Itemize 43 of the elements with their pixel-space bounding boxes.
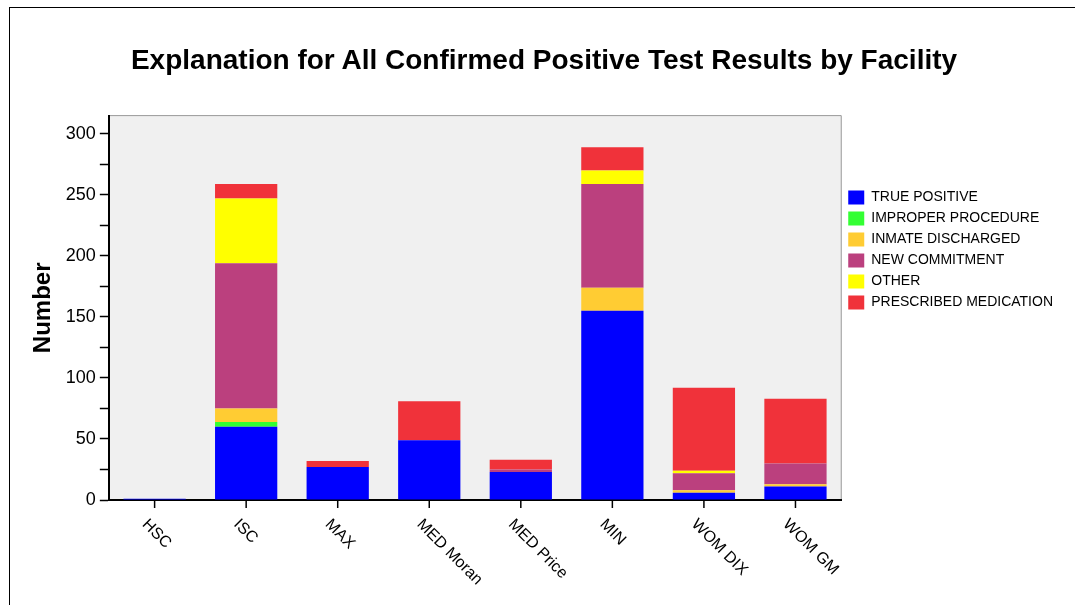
legend-label: PRESCRIBED MEDICATION [871,293,1053,310]
bar [489,459,552,470]
y-tick-label: 0 [85,488,96,509]
legend-label: INMATE DISCHARGED [871,230,1021,247]
bar [764,486,827,500]
bar [672,387,736,471]
bar [306,467,369,500]
legend-label: NEW COMMITMENT [871,251,1005,268]
bar [672,473,736,491]
bar [215,426,278,500]
y-axis-title: Number [28,262,56,354]
bar [764,463,827,485]
bar [764,398,827,464]
bar [215,408,278,422]
legend-label: OTHER [871,272,921,289]
bar [581,310,644,500]
legend-label: IMPROPER PROCEDURE [871,209,1040,226]
y-tick-label: 300 [65,122,96,143]
y-tick-label: 50 [75,427,96,448]
y-tick-label: 150 [65,305,96,326]
bar [581,170,644,184]
bar [215,421,278,427]
chart-title: Explanation for All Confirmed Positive Test Results by Facility [130,43,958,75]
bar [672,492,736,500]
legend-label: TRUE POSITIVE [871,188,978,205]
bar [489,469,552,472]
bar [581,287,644,311]
y-tick-label: 100 [65,366,96,387]
x-tick-label: ISC [230,515,262,547]
bar [306,460,369,468]
bar [398,401,461,441]
bar [581,183,644,288]
bar [581,147,644,171]
x-tick-label: MIN [597,515,630,548]
bar [672,490,736,493]
bar [215,198,278,264]
bar [398,440,461,500]
bar [489,471,552,500]
y-tick-label: 250 [65,183,96,204]
bar [215,183,278,199]
y-tick-label: 200 [65,244,96,265]
bar [764,484,827,487]
bar [215,263,278,409]
